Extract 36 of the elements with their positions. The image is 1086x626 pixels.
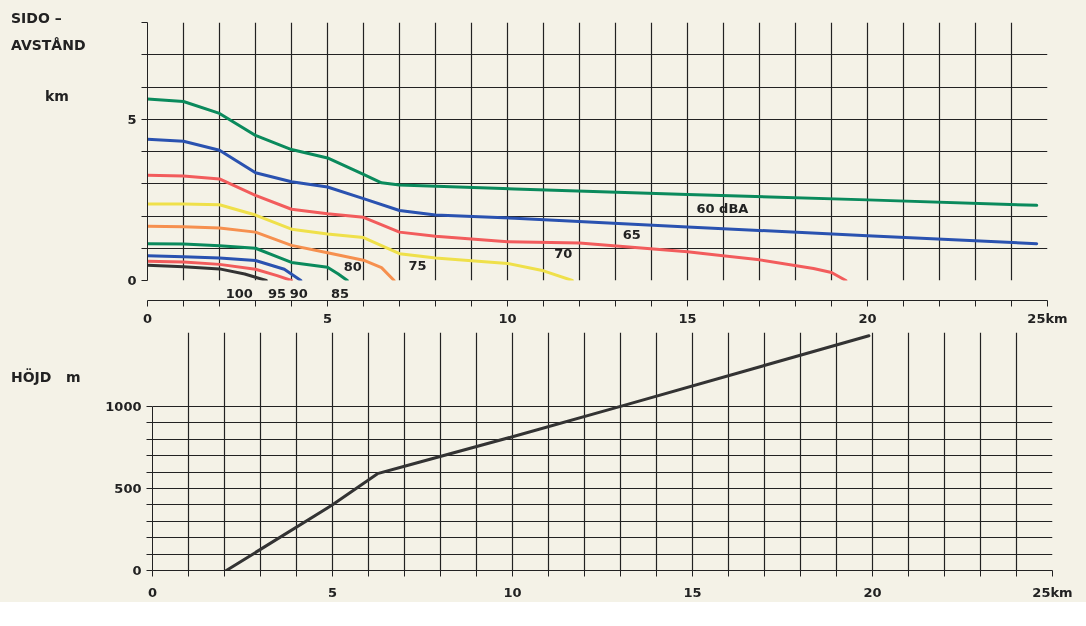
y-tick-label: 1000 (105, 398, 142, 414)
series-label: 65 (622, 226, 641, 242)
x-tick-label: 10 (498, 310, 517, 326)
text: km (45, 87, 69, 106)
y-tick-label: 500 (114, 480, 142, 496)
x-tick-label: 15 (683, 584, 702, 600)
series-label: 75 (408, 257, 427, 273)
series-label: 80 (343, 259, 362, 275)
y-tick-label: 0 (132, 563, 142, 578)
line-series (147, 137, 1039, 246)
series-label: 95 (268, 285, 287, 301)
y-axis-title: SIDO – AVSTÅND (11, 9, 86, 55)
x-tick-label: 15 (678, 310, 697, 326)
y-tick-label: 5 (127, 111, 137, 127)
line-series (147, 259, 293, 281)
line-series (147, 173, 848, 281)
line-series (147, 263, 268, 281)
line-series (147, 202, 574, 281)
x-tick-label: 20 (858, 310, 877, 326)
y-axis-title: HÖJD m (11, 367, 81, 387)
line-series (147, 254, 303, 281)
x-tick-label: 20 (863, 584, 882, 600)
x-tick-label: 5 (327, 584, 338, 600)
y-tick-label: 0 (127, 273, 137, 288)
series-label: 70 (554, 245, 573, 261)
x-tick-label: 0 (147, 584, 158, 600)
x-tick-label: 0 (142, 310, 153, 326)
series-label: 85 (331, 285, 350, 301)
x-tick-label: 5 (322, 310, 333, 326)
series-label: 100 (225, 285, 253, 301)
x-tick-label: 25km (1032, 584, 1073, 600)
line-series (224, 334, 871, 571)
series-label: 90 (289, 285, 308, 301)
x-tick-label: 25km (1027, 310, 1068, 326)
x-tick-label: 10 (503, 584, 522, 600)
line-series (147, 224, 396, 281)
